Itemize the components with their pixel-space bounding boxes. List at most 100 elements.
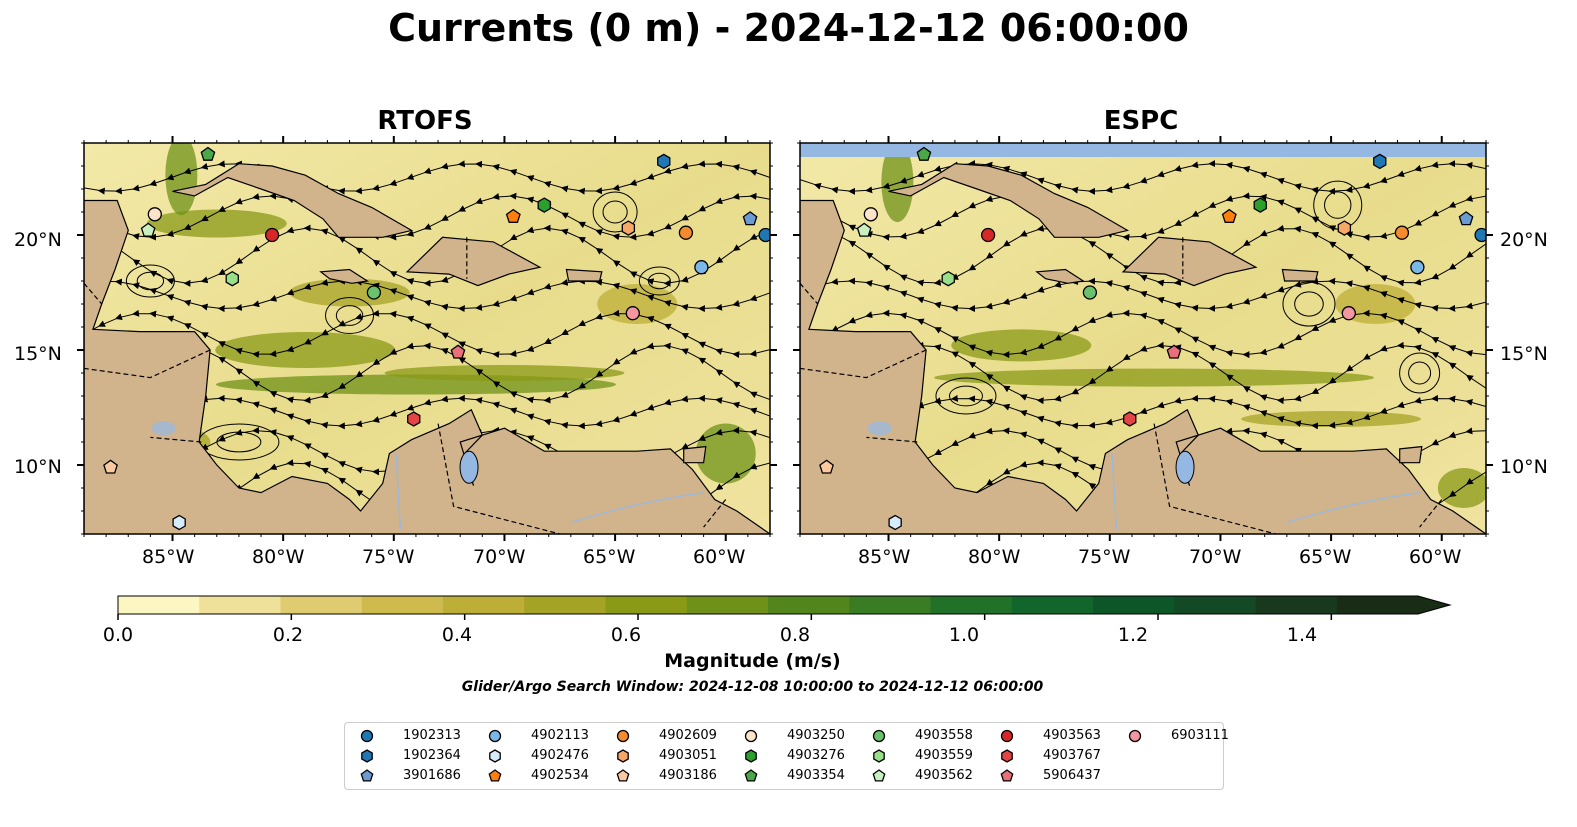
lake-nicaragua	[867, 421, 892, 436]
land	[1281, 268, 1319, 282]
legend-marker-icon	[361, 749, 373, 763]
land	[1035, 268, 1085, 284]
border	[866, 436, 918, 443]
float-marker-4902609	[678, 225, 694, 240]
lon-tick-label: 80°W	[968, 546, 1021, 568]
border	[150, 436, 202, 443]
legend-marker	[1000, 769, 1014, 782]
float-marker-1902313	[758, 227, 770, 243]
float-marker-4902609	[1394, 225, 1410, 240]
legend-marker	[745, 749, 757, 763]
float-marker-6903111	[625, 306, 640, 321]
float-marker-4902113	[1410, 260, 1425, 275]
eddy-streamline	[638, 266, 680, 296]
legend-marker-icon	[745, 749, 757, 763]
map-frame	[83, 142, 771, 535]
lat-tick-label: 20°N	[1500, 229, 1548, 251]
legend-marker-icon	[872, 729, 886, 743]
float-marker-4903558	[366, 285, 382, 300]
legend-marker	[488, 769, 502, 782]
legend-label: 4902534	[531, 768, 589, 783]
legend-marker-icon	[360, 769, 374, 782]
lat-tick-label: 15°N	[14, 343, 62, 365]
legend-marker-icon	[488, 729, 502, 743]
eddy-streamline	[325, 297, 375, 334]
river	[1111, 453, 1118, 530]
colorbar-segment	[1174, 596, 1256, 614]
float-marker-4903250	[147, 207, 162, 222]
float-marker-4903186	[103, 459, 118, 474]
lake-nicaragua	[151, 421, 176, 436]
float-marker-4903558	[1082, 285, 1098, 300]
float-marker-4903563	[264, 227, 280, 243]
colorbar-label: Magnitude (m/s)	[664, 650, 841, 672]
colorbar-segment	[199, 596, 281, 614]
legend-label: 4903559	[915, 748, 973, 763]
legend-label: 4902113	[531, 728, 589, 743]
speed-patch	[384, 365, 625, 381]
land	[1121, 236, 1258, 287]
lon-tick-label: 75°W	[1078, 546, 1131, 568]
legend-marker-icon	[360, 729, 374, 743]
colorbar-tick-label: 1.0	[948, 624, 980, 646]
lon-tick-label: 85°W	[142, 546, 195, 568]
border	[800, 282, 819, 305]
legend-marker	[1000, 729, 1014, 743]
colorbar-segment	[605, 596, 688, 614]
colorbar-segment	[1336, 596, 1419, 614]
float-marker-4902534	[1221, 208, 1237, 223]
colorbar-tick-label: 0.2	[272, 624, 304, 646]
legend-marker	[872, 729, 886, 743]
legend-marker	[617, 749, 629, 763]
border	[800, 349, 927, 379]
colorbar-tick-label: 0.6	[610, 624, 642, 646]
colorbar-tick-label: 0.4	[441, 624, 473, 646]
speed-patch	[1241, 411, 1422, 427]
float-marker-5906437	[1166, 344, 1182, 359]
map-frame	[799, 142, 1487, 535]
legend-marker-icon	[1128, 729, 1142, 743]
map-panel-rtofs	[77, 136, 777, 541]
legend-label: 5906437	[1043, 768, 1101, 783]
panel-title-espc: ESPC	[1103, 106, 1179, 136]
eddy-streamline	[216, 431, 262, 453]
lat-tick-label: 20°N	[14, 229, 62, 251]
no-data-band	[800, 143, 1486, 157]
float-marker-4903051	[621, 220, 636, 236]
legend-label: 4903276	[787, 748, 845, 763]
legend-label: 4903051	[659, 748, 717, 763]
legend-marker	[360, 769, 374, 782]
legend-marker	[361, 749, 373, 763]
colorbar-tick-label: 1.4	[1286, 624, 1318, 646]
eddy-streamline	[592, 191, 638, 233]
float-marker-4902476	[888, 514, 902, 531]
border	[703, 499, 727, 528]
float-marker-4903276	[537, 197, 551, 213]
speed-patch	[165, 143, 198, 216]
legend-label: 4903558	[915, 728, 973, 743]
legend-label: 4903562	[915, 768, 973, 783]
colorbar-outline	[117, 595, 1452, 615]
lake-maracaibo	[459, 450, 479, 484]
eddy-streamline	[1324, 191, 1352, 219]
colorbar-extend-arrow	[1418, 596, 1450, 614]
float-marker-5906437	[450, 344, 466, 359]
legend-marker	[744, 729, 758, 743]
lat-tick-label: 10°N	[14, 456, 62, 478]
legend-marker	[744, 769, 758, 782]
border	[84, 349, 211, 379]
river	[570, 491, 704, 524]
legend-marker-icon	[1000, 769, 1014, 782]
lon-tick-label: 65°W	[583, 546, 636, 568]
colorbar-segment	[443, 596, 525, 614]
float-marker-3901686	[742, 211, 758, 226]
lake-maracaibo	[1175, 450, 1195, 484]
legend-marker-icon	[616, 769, 630, 782]
legend-marker-icon	[617, 749, 629, 763]
float-marker-3901686	[1458, 211, 1474, 226]
border	[84, 282, 103, 305]
float-marker-4903563	[980, 227, 996, 243]
legend-marker-icon	[872, 769, 886, 782]
float-marker-1902364	[657, 153, 671, 170]
